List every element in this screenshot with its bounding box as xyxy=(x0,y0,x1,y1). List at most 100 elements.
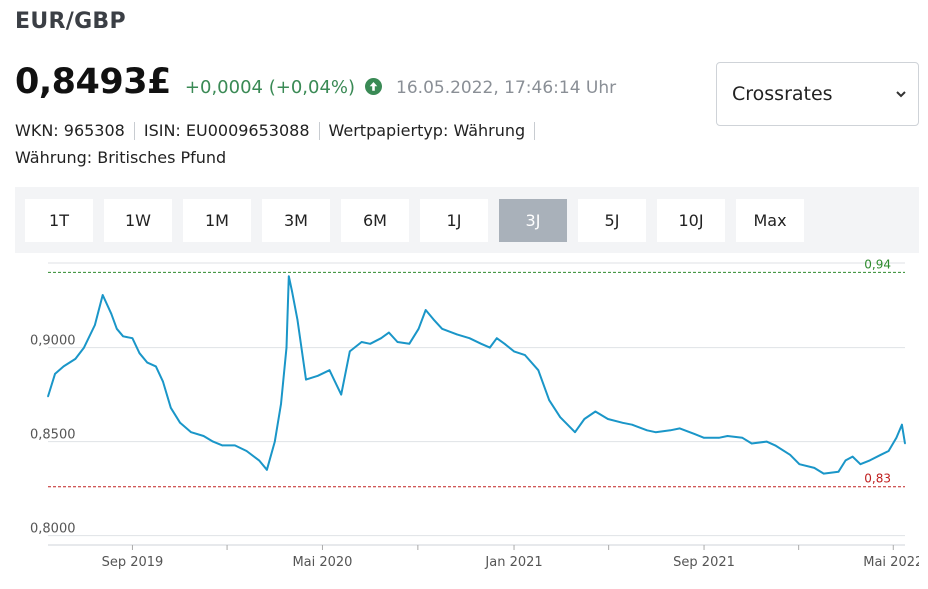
data-point xyxy=(718,437,720,439)
wkn-text: WKN: 965308 xyxy=(15,121,125,140)
data-point xyxy=(360,341,363,343)
data-point xyxy=(170,407,172,409)
data-point xyxy=(291,290,293,292)
chevron-down-icon xyxy=(896,91,906,98)
crossrates-select[interactable]: Crossrates xyxy=(716,62,919,126)
range-button-1j[interactable]: 1J xyxy=(420,199,488,242)
data-point xyxy=(190,431,192,433)
data-point xyxy=(594,410,597,413)
range-button-3j[interactable]: 3J xyxy=(499,199,567,242)
data-point xyxy=(503,343,506,345)
data-point xyxy=(904,442,906,445)
data-point xyxy=(340,393,343,396)
data-point xyxy=(524,354,526,356)
isin-text: ISIN: EU0009653088 xyxy=(143,121,310,140)
data-point xyxy=(266,469,268,471)
data-point xyxy=(424,309,427,311)
data-point xyxy=(537,369,540,371)
data-point xyxy=(349,350,351,353)
data-point xyxy=(408,343,411,345)
data-point xyxy=(369,343,372,345)
data-point xyxy=(631,423,633,426)
data-point xyxy=(441,328,443,330)
price-chart[interactable]: 0,9000 0,8500 0,8000 Sep 2019 Mai 2020 Jan 20… xyxy=(0,253,919,589)
data-point xyxy=(122,335,124,338)
data-point xyxy=(607,418,609,420)
security-meta: WKN: 965308 ISIN: EU0009653088 Wertpapie… xyxy=(15,121,544,140)
y-tick-label: 0,8000 xyxy=(30,522,76,537)
data-point xyxy=(296,318,299,321)
current-price: 0,8493£ xyxy=(15,62,171,102)
data-point xyxy=(131,337,134,339)
data-point xyxy=(574,431,576,433)
range-button-10j[interactable]: 10J xyxy=(657,199,725,242)
page-title: EUR/GBP xyxy=(15,9,126,34)
data-point xyxy=(288,275,290,277)
data-point xyxy=(679,427,681,430)
data-point xyxy=(305,378,307,381)
data-point xyxy=(221,444,224,447)
meta-divider xyxy=(133,121,135,140)
data-point xyxy=(851,455,854,458)
range-button-5j[interactable]: 5J xyxy=(578,199,646,242)
data-point xyxy=(432,318,435,321)
data-point xyxy=(480,343,483,345)
data-point xyxy=(789,454,791,456)
data-point xyxy=(880,454,882,456)
range-button-1w[interactable]: 1W xyxy=(104,199,172,242)
data-point xyxy=(895,437,898,439)
range-button-6m[interactable]: 6M xyxy=(341,199,409,242)
data-point xyxy=(583,418,586,420)
data-point xyxy=(380,337,382,339)
chart-area: 0,9000 0,8500 0,8000 Sep 2019 Mai 2020 Jan 20… xyxy=(0,253,919,589)
price-row: 0,8493£ +0,0004 (+0,04%) 16.05.2022, 17:… xyxy=(15,62,616,102)
range-button-3m[interactable]: 3M xyxy=(262,199,330,242)
data-point xyxy=(837,470,840,473)
arrow-up-circle-icon xyxy=(365,78,383,95)
data-point xyxy=(726,435,729,437)
range-button-1m[interactable]: 1M xyxy=(183,199,251,242)
data-point xyxy=(741,437,744,439)
data-point xyxy=(110,313,113,315)
range-button-1t[interactable]: 1T xyxy=(25,199,93,242)
x-tick-label: Mai 2020 xyxy=(292,555,352,570)
data-point xyxy=(101,294,104,296)
x-tick-label: Mai 2022 xyxy=(863,555,919,570)
data-point xyxy=(765,440,768,443)
data-point xyxy=(212,440,214,443)
data-point xyxy=(813,467,816,469)
data-point xyxy=(116,328,118,330)
currency-text: Währung: Britisches Pfund xyxy=(15,148,227,167)
crossrates-select-value: Crossrates xyxy=(732,83,833,105)
data-point xyxy=(396,341,399,343)
data-point xyxy=(202,435,205,437)
meta-divider xyxy=(318,121,320,140)
data-point xyxy=(146,361,149,364)
x-tick-label: Sep 2019 xyxy=(102,555,164,570)
data-point xyxy=(388,331,390,334)
security-type-text: Wertpapiertyp: Währung xyxy=(328,121,526,140)
data-point xyxy=(489,346,491,349)
data-point xyxy=(328,369,331,371)
currency-meta: Währung: Britisches Pfund xyxy=(15,148,226,167)
data-point xyxy=(417,328,420,330)
data-point xyxy=(317,375,319,377)
data-point xyxy=(54,373,56,375)
data-point xyxy=(456,333,458,336)
data-point xyxy=(559,416,561,418)
data-point xyxy=(621,422,624,424)
price-series-line xyxy=(47,275,906,475)
data-point xyxy=(258,459,260,462)
range-button-max[interactable]: Max xyxy=(736,199,804,242)
data-point xyxy=(62,365,65,368)
data-point xyxy=(901,423,903,426)
data-point xyxy=(47,395,49,398)
data-point xyxy=(280,403,282,405)
data-point xyxy=(703,437,705,439)
data-point xyxy=(155,365,157,368)
data-point xyxy=(138,352,141,354)
data-point xyxy=(869,459,871,462)
data-point xyxy=(548,399,550,401)
data-point xyxy=(162,380,164,383)
data-point xyxy=(496,337,498,339)
